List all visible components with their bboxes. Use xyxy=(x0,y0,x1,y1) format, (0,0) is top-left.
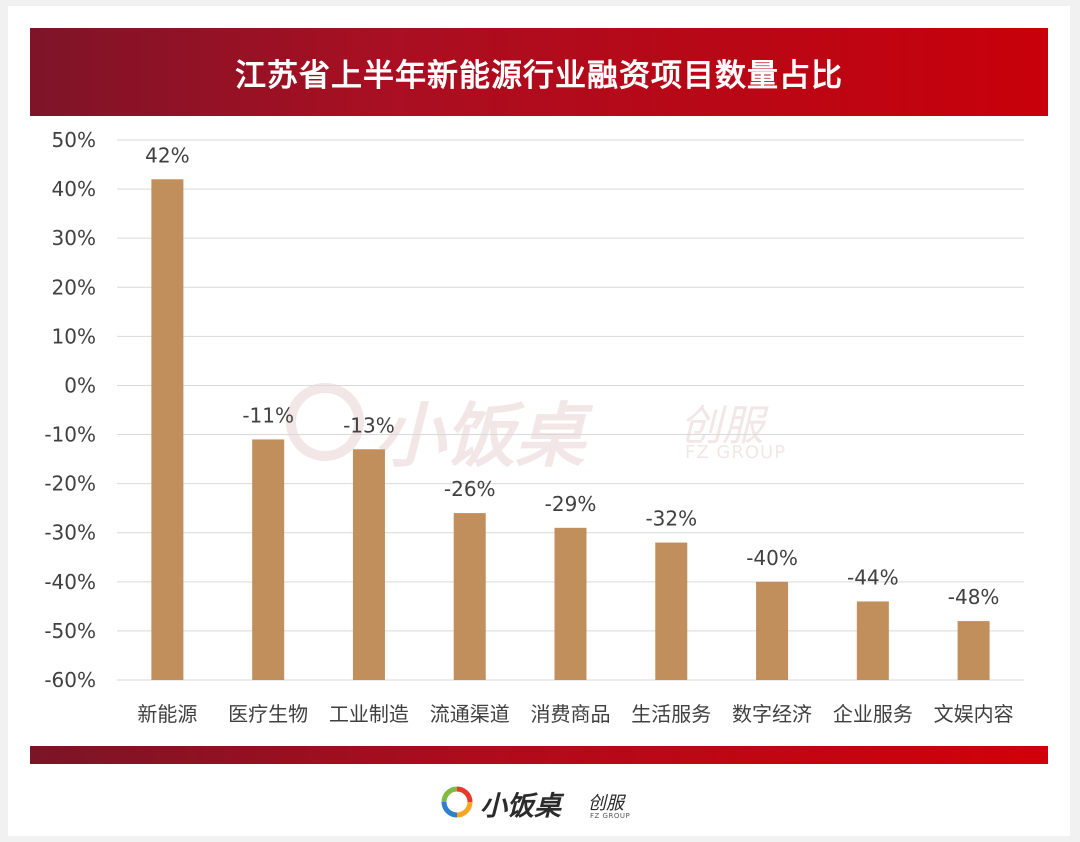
bar xyxy=(856,601,889,680)
bar xyxy=(957,621,990,680)
y-tick-label: -10% xyxy=(44,423,96,447)
y-tick-label: 40% xyxy=(52,177,96,201)
brand-logo: 小饭桌 创服 FZ GROUP xyxy=(440,783,640,827)
x-tick-label: 新能源 xyxy=(137,702,197,726)
bar xyxy=(453,513,486,680)
y-tick-label: 20% xyxy=(52,275,96,299)
x-tick-label: 流通渠道 xyxy=(430,702,510,726)
data-label: -48% xyxy=(948,585,1000,609)
chart-card xyxy=(8,6,1070,836)
x-tick-label: 生活服务 xyxy=(631,702,711,726)
logo-sub: 创服 xyxy=(588,793,624,814)
bar xyxy=(352,449,385,680)
bar xyxy=(655,542,688,680)
bar xyxy=(151,179,184,681)
data-label: -29% xyxy=(545,492,597,516)
y-tick-label: -40% xyxy=(44,570,96,594)
y-tick-label: 10% xyxy=(52,324,96,348)
y-tick-label: -60% xyxy=(44,668,96,692)
data-label: 42% xyxy=(145,143,189,167)
x-tick-label: 工业制造 xyxy=(329,702,409,726)
x-tick-label: 数字经济 xyxy=(732,702,812,726)
x-tick-label: 医疗生物 xyxy=(228,702,308,726)
bar xyxy=(756,581,789,680)
data-label: -32% xyxy=(645,507,697,531)
x-tick-label: 企业服务 xyxy=(833,702,913,726)
y-tick-label: 0% xyxy=(64,373,96,397)
title-banner: 江苏省上半年新能源行业融资项目数量占比 xyxy=(30,28,1048,116)
logo-name: 小饭桌 xyxy=(480,791,561,822)
bar xyxy=(554,527,587,680)
x-tick-label: 消费商品 xyxy=(531,702,611,726)
data-label: -26% xyxy=(444,477,496,501)
x-tick-label: 文娱内容 xyxy=(934,702,1014,726)
bar xyxy=(252,439,285,680)
logo-icon xyxy=(441,786,473,818)
bottom-bar xyxy=(30,746,1048,764)
y-tick-label: -20% xyxy=(44,472,96,496)
chart-title: 江苏省上半年新能源行业融资项目数量占比 xyxy=(235,57,843,94)
y-tick-label: 30% xyxy=(52,226,96,250)
y-tick-label: -30% xyxy=(44,521,96,545)
data-label: -13% xyxy=(343,413,395,437)
logo-en: FZ GROUP xyxy=(590,812,631,820)
y-tick-label: 50% xyxy=(52,128,96,152)
data-label: -11% xyxy=(242,403,294,427)
data-label: -44% xyxy=(847,565,899,589)
y-tick-label: -50% xyxy=(44,619,96,643)
data-label: -40% xyxy=(746,546,798,570)
